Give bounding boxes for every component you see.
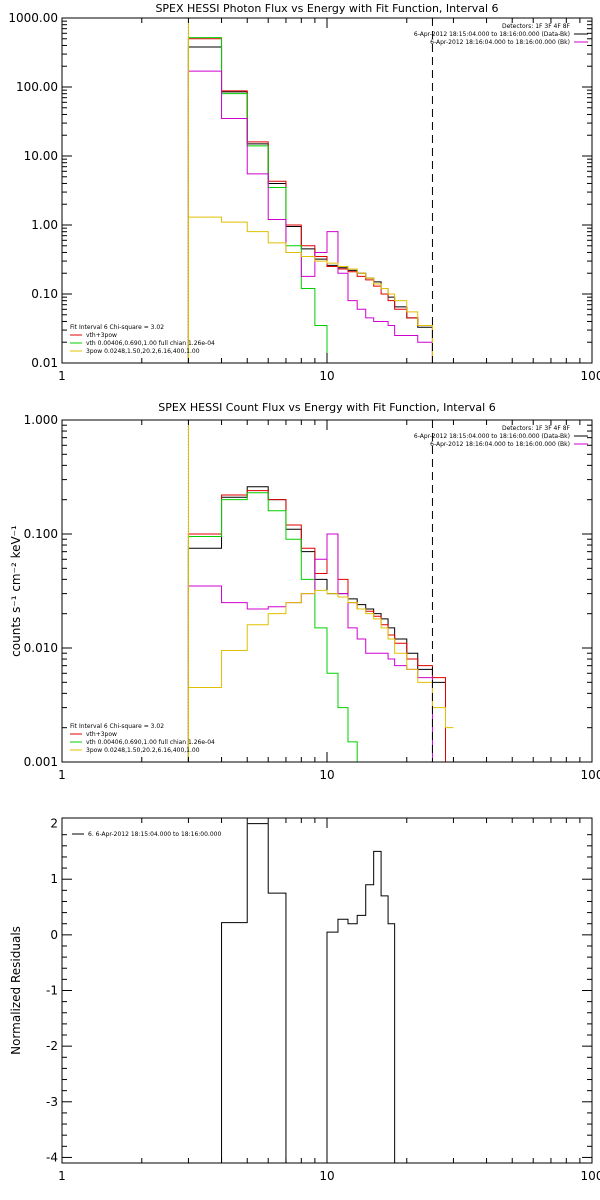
legend-fit-entry: vth 0.00406,0.690,1.00 full chian 1.26e-… (86, 739, 215, 746)
x-tick-label: 10 (319, 369, 334, 383)
chart-title: SPEX HESSI Photon Flux vs Energy with Fi… (155, 2, 498, 15)
legend-fit-title: Fit Interval 6 Chi-square = 3.02 (70, 324, 164, 331)
y-tick-label: 0.001 (24, 755, 58, 769)
series-line-magenta (187, 533, 454, 762)
series-line-magenta (187, 70, 446, 363)
legend-series-entry: 6. 6-Apr-2012 18:15:04.000 to 18:16:00.0… (88, 831, 221, 838)
y-tick-label: -2 (46, 1039, 58, 1053)
y-tick-label: 0.100 (24, 527, 58, 541)
chart-title: SPEX HESSI Count Flux vs Energy with Fit… (158, 401, 495, 414)
y-tick-label: -3 (46, 1095, 58, 1109)
x-tick-label: 1 (58, 369, 66, 383)
series-line-red (187, 38, 446, 363)
legend-fit-entry: vth+3pow (86, 731, 117, 738)
y-tick-label: 0.01 (31, 356, 58, 370)
y-tick-label: 10.00 (24, 149, 58, 163)
x-tick-label: 10 (319, 1169, 334, 1183)
legend-top-entry: 6-Apr-2012 18:16:04.000 to 18:16:00.000 … (430, 39, 570, 46)
series-group (188, 823, 433, 1163)
legend-fit-entry: vth+3pow (86, 332, 117, 339)
x-tick-label: 100 (581, 369, 600, 383)
y-axis-label: counts s⁻¹ cm⁻² keV⁻¹ (9, 525, 23, 657)
y-tick-label: -1 (46, 984, 58, 998)
series-group (187, 486, 454, 762)
legend-top-entry: 6-Apr-2012 18:15:04.000 to 18:16:00.000 … (414, 433, 570, 440)
legend-top-entry: Detectors: 1F 3F 4F 8F (502, 425, 571, 432)
legend-top-entry: 6-Apr-2012 18:15:04.000 to 18:16:00.000 … (414, 31, 570, 38)
chart-panel-2: SPEX HESSI Count Flux vs Energy with Fit… (9, 401, 600, 782)
y-tick-label: 1.000 (24, 413, 58, 427)
legend-fit-title: Fit Interval 6 Chi-square = 3.02 (70, 723, 164, 730)
series-group (187, 37, 446, 363)
y-tick-label: 1.00 (31, 218, 58, 232)
legend-fit-entry: 3pow 0.0248,1.50,20.2,6.16,400,1.00 (86, 348, 200, 355)
x-tick-label: 1 (58, 1169, 66, 1183)
x-tick-label: 10 (319, 768, 334, 782)
series-line-green (187, 492, 454, 762)
y-tick-label: 0.10 (31, 287, 58, 301)
y-tick-label: 1000.00 (8, 11, 58, 25)
series-line-yellow (187, 589, 454, 762)
y-tick-label: 1 (50, 872, 58, 886)
series-line-black (188, 823, 433, 1163)
legend-fit-entry: 3pow 0.0248,1.50,20.2,6.16,400,1.00 (86, 747, 200, 754)
chart-panel-3: Normalized Residuals 1 10 100 -4 -3 -2 -1 0 1 2 6. … (9, 817, 600, 1183)
legend-top-entry: 6-Apr-2012 18:16:04.000 to 18:16:00.000 … (430, 441, 570, 448)
legend-top-entry: Detectors: 1F 3F 4F 8F (502, 23, 571, 30)
x-tick-label: 100 (581, 768, 600, 782)
y-tick-label: 0.010 (24, 641, 58, 655)
x-tick-label: 1 (58, 768, 66, 782)
legend-fit-entry: vth 0.00406,0.690,1.00 full chian 1.26e-… (86, 340, 215, 347)
series-line-yellow (187, 216, 446, 363)
plot-frame (61, 17, 593, 364)
y-tick-label: 0 (50, 928, 58, 942)
x-tick-label: 100 (581, 1169, 600, 1183)
y-tick-label: -4 (46, 1150, 58, 1164)
series-line-black (187, 486, 454, 762)
series-line-red (187, 490, 454, 762)
y-tick-label: 2 (50, 817, 58, 831)
y-axis-label: Normalized Residuals (9, 926, 23, 1055)
y-tick-label: 100.00 (16, 80, 58, 94)
chart-panel-1: SPEX HESSI Photon Flux vs Energy with Fi… (8, 2, 600, 383)
